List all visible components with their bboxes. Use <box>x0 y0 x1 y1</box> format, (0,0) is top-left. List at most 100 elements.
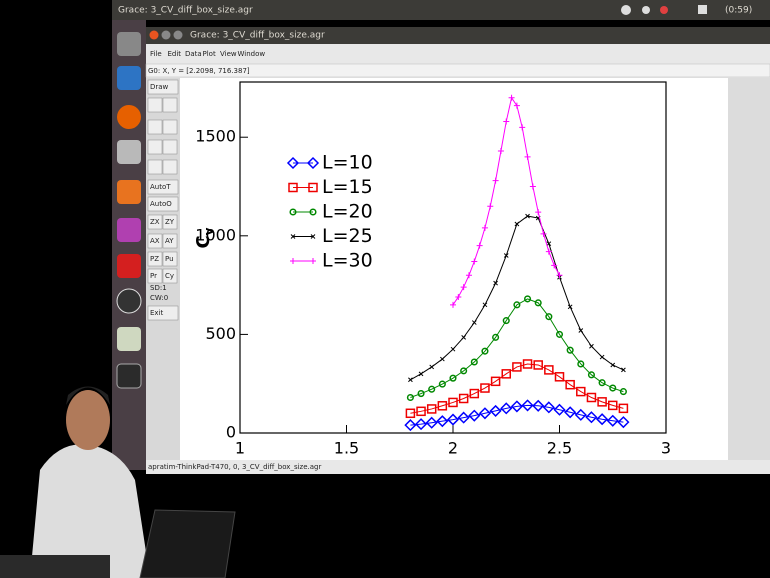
launcher-icon[interactable] <box>117 180 141 204</box>
launcher-icon[interactable] <box>116 363 142 389</box>
tray-icon <box>642 6 650 14</box>
launcher-icon[interactable] <box>117 105 141 129</box>
tool-button[interactable] <box>162 214 178 230</box>
tool-button[interactable] <box>162 251 178 267</box>
tool-button[interactable] <box>147 268 163 284</box>
data-point <box>533 360 543 370</box>
menu-item[interactable]: Window <box>238 50 266 58</box>
legend-marker <box>306 156 320 170</box>
x-tick-label: 1.5 <box>334 439 359 458</box>
tool-icon[interactable] <box>162 97 178 113</box>
data-point <box>478 407 492 420</box>
legend-marker <box>290 234 296 239</box>
tool-label[interactable]: AutoT <box>150 183 171 191</box>
menu-item[interactable]: Data <box>185 50 202 58</box>
data-point <box>426 404 437 414</box>
data-point <box>457 411 470 424</box>
data-point <box>501 369 511 379</box>
data-point <box>554 372 565 382</box>
clock[interactable]: (0:59) <box>725 6 752 16</box>
legend-label: L=15 <box>322 176 373 198</box>
data-point <box>417 390 425 398</box>
tool-icon[interactable] <box>147 139 163 155</box>
launcher-icon[interactable] <box>117 327 141 351</box>
top-bar-title: Grace: 3_CV_diff_box_size.agr <box>118 6 253 16</box>
data-point <box>524 295 532 303</box>
data-point <box>471 258 478 265</box>
menu-item[interactable]: View <box>220 50 237 58</box>
launcher-icon[interactable] <box>117 218 141 242</box>
data-point <box>408 377 413 383</box>
tool-icon[interactable] <box>162 159 178 175</box>
data-point <box>586 392 597 403</box>
y-tick-label: 1500 <box>195 127 236 146</box>
data-point <box>428 385 436 393</box>
data-point <box>578 328 584 333</box>
data-point <box>587 371 596 379</box>
data-point <box>546 241 552 247</box>
tool-icon[interactable] <box>162 139 178 155</box>
data-point <box>513 301 521 309</box>
legend-marker <box>309 208 317 216</box>
tool-label[interactable]: AX <box>150 237 160 245</box>
tool-icon[interactable] <box>162 119 178 135</box>
close-button[interactable] <box>149 30 159 40</box>
launcher-icon[interactable] <box>116 288 142 314</box>
tool-label[interactable]: Cy <box>165 272 174 280</box>
data-point <box>481 347 489 355</box>
tool-icon[interactable] <box>147 159 163 175</box>
data-point <box>599 354 605 360</box>
tool-button[interactable] <box>147 251 163 267</box>
tool-label[interactable]: Pr <box>150 272 157 280</box>
data-point <box>500 402 513 415</box>
data-point <box>609 384 617 392</box>
legend-marker <box>310 234 316 239</box>
tool-label[interactable]: AutoO <box>150 200 172 208</box>
data-point <box>618 403 629 414</box>
tool-button[interactable] <box>147 305 179 321</box>
tool-icon[interactable] <box>147 97 163 113</box>
tool-button[interactable] <box>162 233 178 249</box>
data-point <box>482 302 488 308</box>
tool-label[interactable]: Pu <box>165 255 174 263</box>
data-point <box>448 397 458 408</box>
tool-button[interactable] <box>147 196 179 212</box>
launcher-icon[interactable] <box>117 254 141 278</box>
x-tick-label: 2.5 <box>547 439 572 458</box>
tool-label[interactable]: Exit <box>150 309 164 317</box>
window-title: Grace: 3_CV_diff_box_size.agr <box>190 31 325 41</box>
maximize-button[interactable] <box>173 30 183 40</box>
data-point <box>522 359 533 369</box>
tool-icon[interactable] <box>147 119 163 135</box>
tool-label[interactable]: ZX <box>150 218 160 226</box>
tool-label[interactable]: AY <box>165 237 174 245</box>
legend-marker <box>286 156 300 170</box>
menu-item[interactable]: Plot <box>203 50 216 58</box>
tool-label[interactable]: PZ <box>150 255 159 263</box>
menu-item[interactable]: Edit <box>168 50 182 58</box>
data-point <box>597 397 607 407</box>
tool-label[interactable]: Draw <box>150 83 169 91</box>
tool-button[interactable] <box>147 233 163 249</box>
launcher-icon[interactable] <box>117 140 141 164</box>
tool-button[interactable] <box>162 268 178 284</box>
y-label: C <box>193 235 214 248</box>
launcher-icon[interactable] <box>117 66 141 90</box>
minimize-button[interactable] <box>161 30 171 40</box>
data-point <box>480 383 490 393</box>
data-point <box>567 304 573 310</box>
data-point <box>521 399 534 412</box>
tool-button[interactable] <box>147 179 179 195</box>
tool-label[interactable]: ZY <box>165 218 175 226</box>
data-point <box>414 418 428 431</box>
data-point <box>470 358 478 366</box>
locator-bar <box>145 63 770 78</box>
data-point <box>492 333 500 341</box>
launcher-icon[interactable] <box>117 32 141 56</box>
menu-item[interactable]: File <box>150 50 162 58</box>
tool-button[interactable] <box>147 79 179 95</box>
data-point <box>449 374 457 382</box>
tool-button[interactable] <box>147 214 163 230</box>
data-point <box>471 320 477 325</box>
